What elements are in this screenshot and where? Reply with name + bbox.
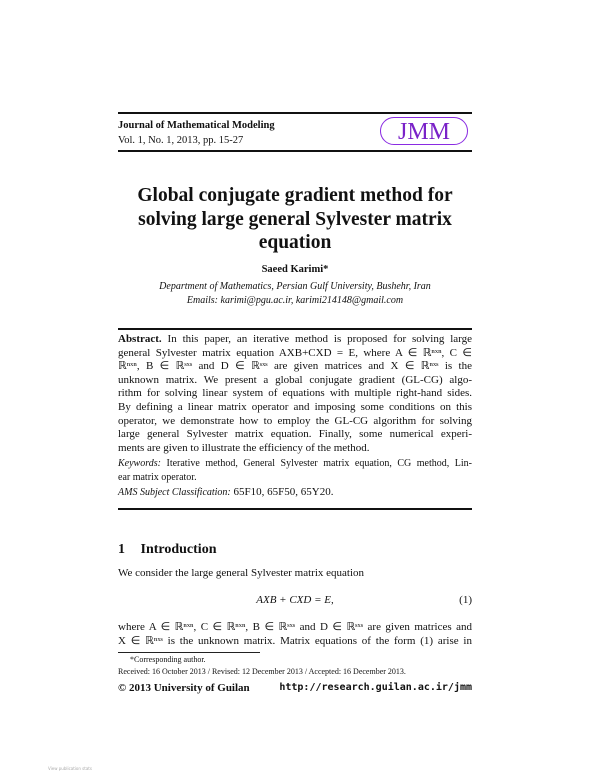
watermark[interactable]: View publication stats [48, 766, 92, 771]
equation-number: (1) [459, 594, 472, 606]
abstract-line: large general Sylvester matrix equation.… [118, 428, 472, 441]
body-text: where A ∈ ℝⁿˣⁿ, C ∈ ℝⁿˣⁿ, B ∈ ℝˢˣˢ and D… [118, 620, 472, 648]
footnote-corresponding: *Corresponding author. [130, 655, 206, 664]
keywords: Keywords: Iterative method, General Sylv… [118, 458, 472, 498]
abstract-line: By defining a linear matrix operator and… [118, 400, 472, 413]
abstract-line: rithm for solving linear system of equat… [118, 387, 472, 400]
abstract: Abstract. In this paper, an iterative me… [118, 333, 472, 455]
footnote-rule [118, 652, 260, 653]
ams-codes: 65F10, 65F50, 65Y20. [230, 486, 334, 498]
author: Saeed Karimi* [261, 264, 329, 275]
affiliation: Department of Mathematics, Persian Gulf … [159, 281, 431, 292]
body-line: X ∈ ℝⁿˣˢ is the unknown matrix. Matrix e… [118, 635, 472, 647]
abstract-line: ℝⁿˣⁿ, B ∈ ℝˢˣˢ and D ∈ ℝˢˣˢ are given ma… [118, 360, 472, 373]
body-line: where A ∈ ℝⁿˣⁿ, C ∈ ℝⁿˣⁿ, B ∈ ℝˢˣˢ and D… [118, 621, 472, 633]
journal-logo: JMM [380, 117, 468, 145]
header-bottom-rule [118, 150, 472, 152]
abstract-top-rule [118, 328, 472, 330]
abstract-bottom-rule [118, 508, 472, 510]
title-line: solving large general Sylvester matrix [138, 208, 452, 230]
abstract-label: Abstract. [118, 333, 162, 345]
journal-name: Journal of Mathematical Modeling [118, 120, 275, 131]
section-title: Introduction [140, 542, 217, 557]
abstract-line: ments are given to illustrate the effici… [118, 441, 370, 454]
footer-copyright: © 2013 University of Guilan [118, 682, 250, 694]
title-line: equation [258, 232, 332, 253]
abstract-line: operator, we demonstrate how to employ t… [118, 414, 472, 427]
equation-text: AXB + CXD = E, [256, 594, 334, 606]
section-heading: 1 Introduction [118, 542, 216, 558]
intro-text: We consider the large general Sylvester … [118, 567, 365, 579]
abstract-line: general Sylvester matrix equation AXB+CX… [118, 346, 472, 359]
footer-url[interactable]: http://research.guilan.ac.ir/jmm [279, 682, 472, 693]
abstract-line: Abstract. In this paper, an iterative me… [118, 333, 472, 345]
ams-label: AMS Subject Classification: [118, 487, 231, 498]
title-line: Global conjugate gradient method for [137, 185, 453, 206]
section-number: 1 [118, 542, 125, 557]
journal-volume: Vol. 1, No. 1, 2013, pp. 15-27 [118, 135, 244, 146]
abstract-line: unknown matrix. We present a global conj… [118, 373, 472, 386]
paper-title: Global conjugate gradient method for sol… [118, 184, 472, 255]
keywords-label: Keywords: [118, 458, 161, 469]
emails: Emails: karimi@pgu.ac.ir, karimi214148@g… [186, 295, 404, 306]
header-top-rule [118, 112, 472, 114]
footnote-dates: Received: 16 October 2013 / Revised: 12 … [118, 667, 406, 676]
equation: AXB + CXD = E, (1) [118, 594, 472, 608]
